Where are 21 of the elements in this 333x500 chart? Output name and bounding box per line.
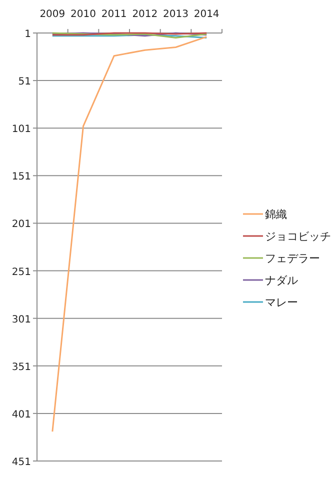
y-tick-label: 151 <box>12 172 31 183</box>
legend-label: マレー <box>265 296 298 309</box>
x-tick-label: 2014 <box>194 9 220 20</box>
y-tick-label: 101 <box>12 124 31 136</box>
x-tick-label: 2011 <box>101 9 127 20</box>
legend-label: 錦織 <box>265 208 287 221</box>
y-tick-label: 451 <box>12 457 31 468</box>
y-tick-label: 251 <box>12 266 31 278</box>
legend-label: ナダル <box>265 274 298 287</box>
legend-label: ジョコビッチ <box>265 230 331 243</box>
y-tick-label: 401 <box>12 409 31 420</box>
y-tick-label: 51 <box>18 76 31 88</box>
x-tick-label: 2012 <box>132 9 158 20</box>
legend-label: フェデラー <box>265 252 320 265</box>
x-tick-label: 2009 <box>40 9 66 20</box>
x-tick-label: 2013 <box>163 9 188 20</box>
y-tick-label: 1 <box>24 29 31 40</box>
y-tick-label: 201 <box>12 219 31 230</box>
y-tick-label: 301 <box>12 314 31 326</box>
y-tick-label: 351 <box>12 362 31 373</box>
x-tick-label: 2010 <box>70 9 96 20</box>
